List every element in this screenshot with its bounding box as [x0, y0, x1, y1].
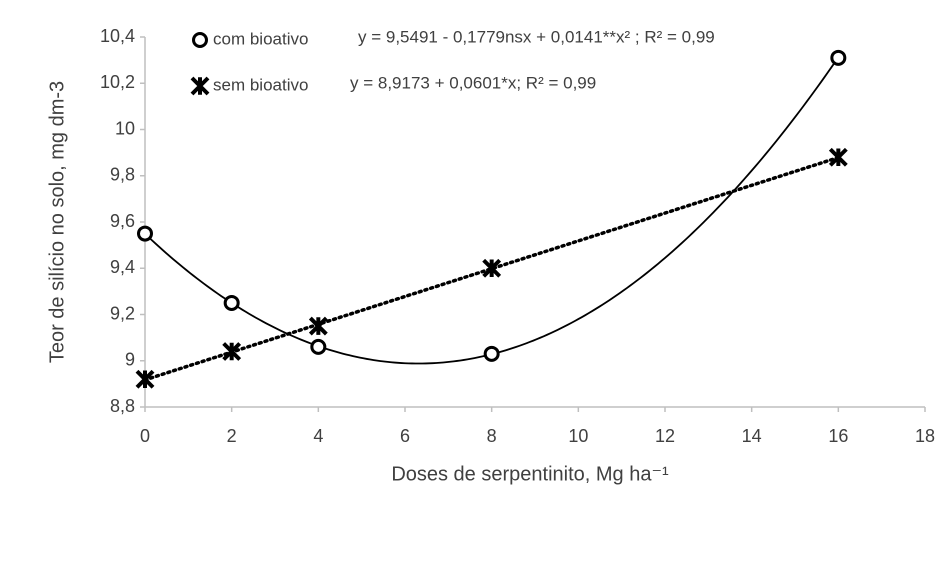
y-tick-label: 10	[115, 118, 135, 138]
marker-circle	[830, 49, 847, 66]
marker-circle	[223, 294, 240, 311]
marker-star	[222, 342, 242, 361]
trend-line	[144, 56, 840, 365]
legend-marker	[192, 32, 208, 48]
y-tick-label: 10,2	[100, 72, 135, 92]
y-tick-label: 9,6	[110, 211, 135, 231]
y-tick-label: 9,8	[110, 165, 135, 185]
x-axis-title: Doses de serpentinito, Mg ha⁻¹	[391, 463, 669, 485]
x-tick-label: 8	[487, 426, 497, 446]
trend-equation: y = 9,5491 - 0,1779nsx + 0,0141**x² ; R²…	[358, 27, 715, 46]
marker-circle	[310, 338, 327, 355]
trend-line	[143, 155, 841, 382]
x-tick-label: 12	[655, 426, 675, 446]
marker-star	[308, 316, 328, 336]
x-tick-label: 4	[313, 426, 323, 446]
legend-marker	[190, 76, 210, 96]
marker-star	[135, 369, 155, 389]
y-tick-label: 9	[125, 350, 135, 370]
y-tick-label: 9,4	[110, 257, 135, 277]
x-tick-label: 6	[400, 426, 410, 446]
x-tick-label: 16	[828, 426, 848, 446]
legend-label: sem bioativo	[213, 75, 308, 94]
x-tick-label: 10	[568, 426, 588, 446]
marker-circle	[483, 345, 500, 362]
x-tick-label: 2	[227, 426, 237, 446]
x-tick-label: 0	[140, 426, 150, 446]
marker-star	[482, 258, 502, 278]
y-tick-label: 8,8	[110, 396, 135, 416]
trend-equation: y = 8,9173 + 0,0601*x; R² = 0,99	[350, 73, 596, 92]
y-tick-label: 10,4	[100, 26, 135, 46]
y-axis-title: Teor de silício no solo, mg dm-3	[46, 81, 68, 363]
marker-circle	[137, 225, 153, 242]
y-tick-label: 9,2	[110, 303, 135, 323]
x-tick-label: 18	[915, 426, 935, 446]
marker-star	[828, 147, 848, 167]
x-tick-label: 14	[742, 426, 762, 446]
legend-label: com bioativo	[213, 29, 308, 48]
